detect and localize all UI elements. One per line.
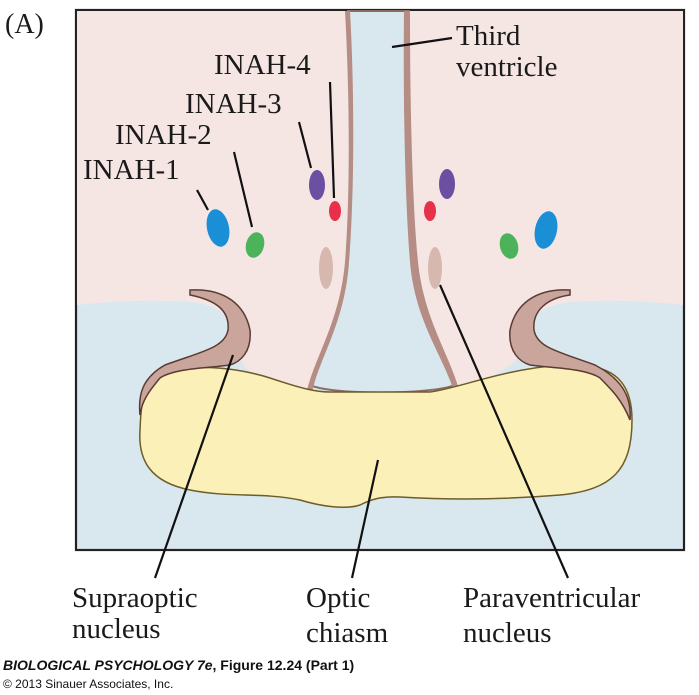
inah2-right — [499, 233, 519, 259]
leader-inah3 — [297, 121, 313, 169]
label-supraoptic: Supraoptic — [72, 582, 198, 614]
tissue-region — [77, 11, 683, 390]
label-paraventricular: Paraventricular — [463, 582, 641, 614]
leader-supraoptic — [153, 354, 235, 579]
inah1-left — [206, 209, 230, 247]
leader-inah4 — [328, 81, 336, 199]
label-chiasm: chiasm — [306, 617, 389, 649]
inah1-right — [534, 211, 558, 249]
label-inah1: INAH-1 — [83, 154, 180, 186]
label-inah3: INAH-3 — [185, 88, 282, 120]
supraoptic-wall-left — [138, 289, 251, 416]
leader-optic-chiasm — [350, 459, 380, 579]
leader-inah2 — [232, 151, 254, 228]
credit-book: BIOLOGICAL PSYCHOLOGY 7e — [3, 657, 213, 673]
credit-title: BIOLOGICAL PSYCHOLOGY 7e, Figure 12.24 (… — [3, 657, 354, 673]
ventricle-wall-left — [307, 11, 354, 392]
inah4-left — [309, 170, 325, 200]
credit-copyright: © 2013 Sinauer Associates, Inc. — [3, 677, 174, 691]
label-inah2: INAH-2 — [115, 119, 212, 151]
paraventricular-right — [428, 247, 442, 289]
leader-inah1 — [196, 189, 209, 211]
label-inah4: INAH-4 — [214, 49, 311, 81]
label-paraventricular-nucleus: nucleus — [463, 617, 552, 649]
optic-chiasm-shape — [139, 363, 633, 508]
supraoptic-wall-right — [509, 289, 631, 421]
credit-figure: , Figure 12.24 (Part 1) — [212, 657, 355, 673]
inah2-left — [245, 232, 265, 258]
label-supraoptic-nucleus: nucleus — [72, 613, 161, 645]
leader-paraventricular — [438, 284, 570, 579]
label-optic: Optic — [306, 582, 371, 614]
label-ventricle: ventricle — [456, 51, 558, 83]
inah3-right — [424, 201, 436, 221]
panel-label: (A) — [5, 9, 44, 40]
inah4-right — [439, 169, 455, 199]
leader-third-ventricle — [391, 36, 453, 49]
paraventricular-left — [319, 247, 333, 289]
ventricle-wall-right — [403, 11, 459, 392]
inah3-left — [329, 201, 341, 221]
label-third: Third — [456, 20, 521, 52]
